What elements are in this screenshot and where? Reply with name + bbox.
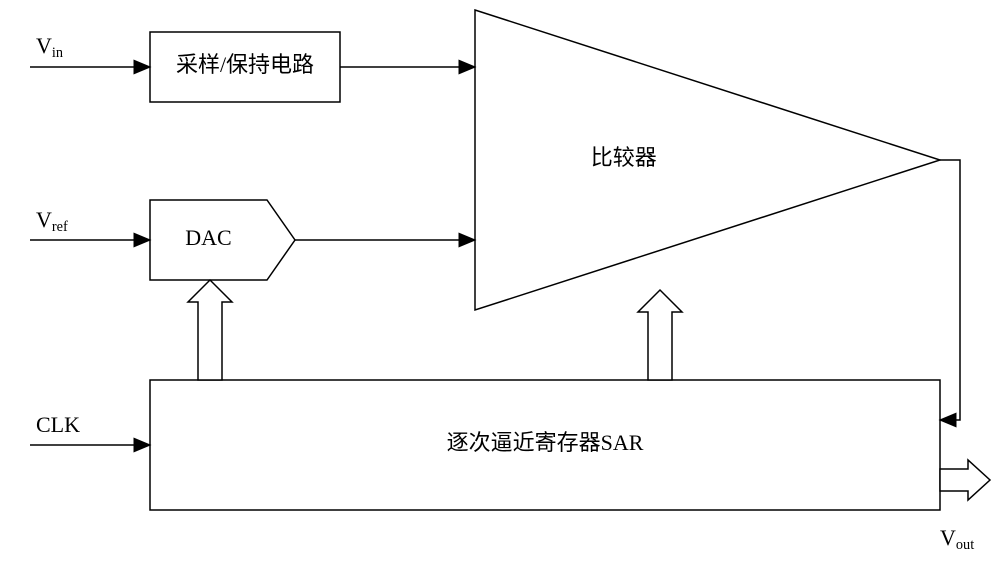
block-arrow-sar-out — [940, 460, 990, 500]
block-arrow-sar-dac — [188, 280, 232, 380]
sample-hold-label: 采样/保持电路 — [176, 52, 314, 77]
sar-label: 逐次逼近寄存器SAR — [447, 430, 644, 455]
arrow-comp-sar — [940, 160, 960, 420]
diagram-canvas: 采样/保持电路 DAC 比较器逐次逼近寄存器SAR Vin Vref CLK Vout — [0, 0, 1000, 577]
comparator-label: 比较器 — [591, 145, 657, 170]
comparator-block — [475, 10, 940, 310]
dac-label: DAC — [185, 225, 231, 250]
label-vout: Vout — [940, 525, 974, 553]
block-arrow-sar-comp — [638, 290, 682, 380]
label-clk: CLK — [36, 412, 80, 437]
label-vref: Vref — [36, 207, 68, 235]
label-vin: Vin — [36, 33, 63, 61]
